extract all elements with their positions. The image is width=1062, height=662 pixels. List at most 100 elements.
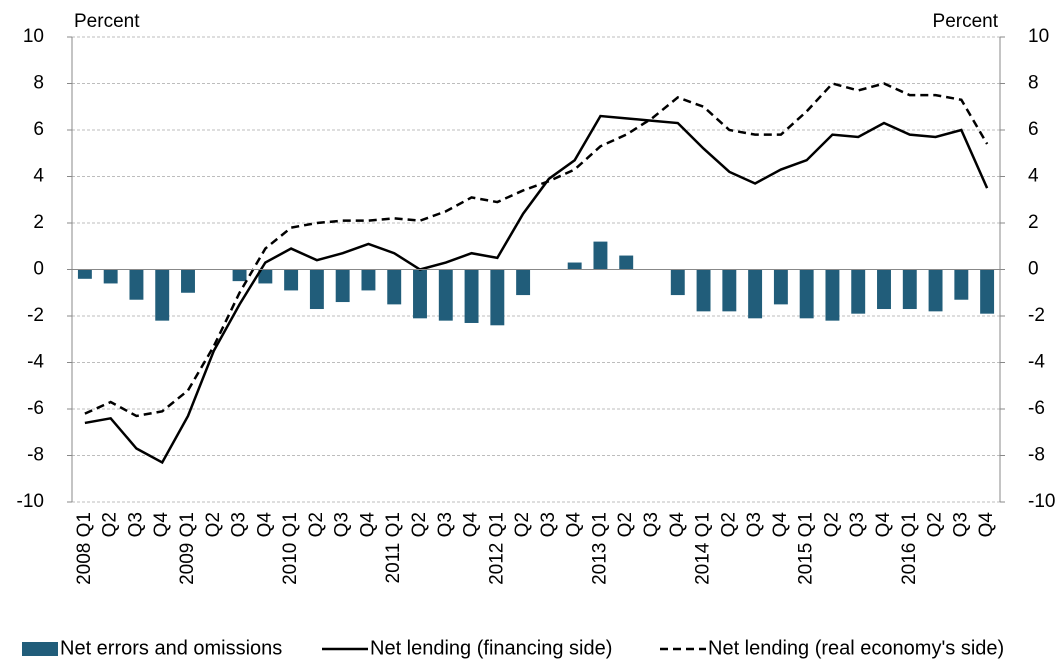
legend-label: Net lending (financing side) xyxy=(370,637,612,659)
bar xyxy=(155,269,170,321)
y-tick-label: 10 xyxy=(23,26,44,47)
x-tick-label: 2012 Q1 xyxy=(486,512,507,585)
x-tick-label: Q2 xyxy=(100,512,121,537)
bar xyxy=(567,262,582,270)
y2-tick-label: -2 xyxy=(1028,305,1045,326)
line xyxy=(84,114,989,465)
y2-tick-label: -6 xyxy=(1028,398,1045,419)
bar xyxy=(129,269,144,300)
legend-swatch xyxy=(22,642,58,656)
y2-axis-label: Percent xyxy=(933,11,999,32)
x-tick-label: Q3 xyxy=(744,512,765,537)
y-tick-label: 8 xyxy=(33,73,44,94)
y2-tick-label: 8 xyxy=(1028,73,1039,94)
x-tick-label: Q4 xyxy=(770,512,791,538)
x-tick-label: 2011 Q1 xyxy=(383,512,404,583)
legend-label: Net errors and omissions xyxy=(60,637,282,659)
bar xyxy=(387,269,402,305)
x-tick-label: Q3 xyxy=(847,512,868,537)
y-tick-label: -2 xyxy=(27,305,44,326)
x-tick-label: Q2 xyxy=(718,512,739,537)
bar xyxy=(928,269,943,312)
bar xyxy=(799,269,814,319)
y-tick-label: 6 xyxy=(33,119,44,140)
x-tick-label: Q4 xyxy=(976,512,997,538)
y-tick-label: 4 xyxy=(33,166,44,187)
bar xyxy=(77,269,92,279)
y2-tick-label: -10 xyxy=(1028,491,1055,512)
x-tick-label: Q4 xyxy=(873,512,894,538)
y-tick-label: -10 xyxy=(17,491,44,512)
x-tick-label: Q4 xyxy=(564,512,585,538)
x-tick-label: Q2 xyxy=(925,512,946,537)
x-tick-label: 2010 Q1 xyxy=(280,512,301,585)
x-tick-label: Q3 xyxy=(332,512,353,537)
bar xyxy=(361,269,376,291)
x-tick-label: Q3 xyxy=(435,512,456,537)
x-tick-label: Q2 xyxy=(203,512,224,537)
x-tick-label: Q2 xyxy=(821,512,842,537)
y-tick-label: -4 xyxy=(27,352,44,373)
y2-tick-label: 4 xyxy=(1028,166,1039,187)
x-tick-label: Q2 xyxy=(306,512,327,537)
y-tick-label: -6 xyxy=(27,398,44,419)
bar xyxy=(902,269,917,310)
x-tick-label: 2013 Q1 xyxy=(589,512,610,585)
bar xyxy=(954,269,969,300)
x-tick-label: Q3 xyxy=(125,512,146,537)
bar xyxy=(722,269,737,312)
y-axis-label: Percent xyxy=(74,11,140,32)
x-tick-label: Q2 xyxy=(512,512,533,537)
x-tick-label: Q4 xyxy=(461,512,482,538)
x-tick-label: 2015 Q1 xyxy=(796,512,817,585)
x-tick-label: 2014 Q1 xyxy=(693,512,714,585)
x-tick-label: Q2 xyxy=(409,512,430,537)
bar xyxy=(593,241,608,270)
y2-tick-label: 6 xyxy=(1028,119,1039,140)
bar xyxy=(619,255,634,270)
y2-tick-label: 2 xyxy=(1028,212,1039,233)
bar xyxy=(773,269,788,305)
bar xyxy=(309,269,324,310)
x-tick-label: Q3 xyxy=(641,512,662,537)
legend-label: Net lending (real economy's side) xyxy=(708,637,1004,659)
bar xyxy=(103,269,118,284)
x-tick-label: 2016 Q1 xyxy=(899,512,920,585)
bar xyxy=(980,269,995,314)
bar xyxy=(851,269,866,314)
bar xyxy=(696,269,711,312)
x-tick-label: Q3 xyxy=(229,512,250,537)
y-tick-label: -8 xyxy=(27,445,44,466)
x-tick-label: Q4 xyxy=(357,512,378,538)
y2-tick-label: -4 xyxy=(1028,352,1045,373)
bar xyxy=(464,269,479,323)
bar xyxy=(284,269,299,291)
x-tick-label: 2008 Q1 xyxy=(74,512,95,585)
bar xyxy=(877,269,891,310)
bar xyxy=(181,269,195,293)
bar xyxy=(670,269,685,296)
x-tick-label: Q4 xyxy=(254,512,275,538)
y-tick-label: 0 xyxy=(33,259,44,280)
bar xyxy=(516,269,531,296)
x-tick-label: Q3 xyxy=(950,512,971,537)
x-tick-label: Q3 xyxy=(538,512,559,537)
x-tick-label: Q2 xyxy=(615,512,636,537)
bar xyxy=(825,269,840,321)
bar xyxy=(748,269,763,319)
x-tick-label: Q4 xyxy=(151,512,172,538)
x-tick-label: Q4 xyxy=(667,512,688,538)
bar xyxy=(232,269,247,282)
y-tick-label: 2 xyxy=(33,212,44,233)
y2-tick-label: 0 xyxy=(1028,259,1039,280)
bar xyxy=(335,269,350,303)
bar xyxy=(438,269,453,321)
bar xyxy=(490,269,505,326)
x-tick-label: 2009 Q1 xyxy=(177,512,198,585)
y2-tick-label: 10 xyxy=(1028,26,1049,47)
bar xyxy=(258,269,273,284)
y2-tick-label: -8 xyxy=(1028,445,1045,466)
bar xyxy=(413,269,427,319)
